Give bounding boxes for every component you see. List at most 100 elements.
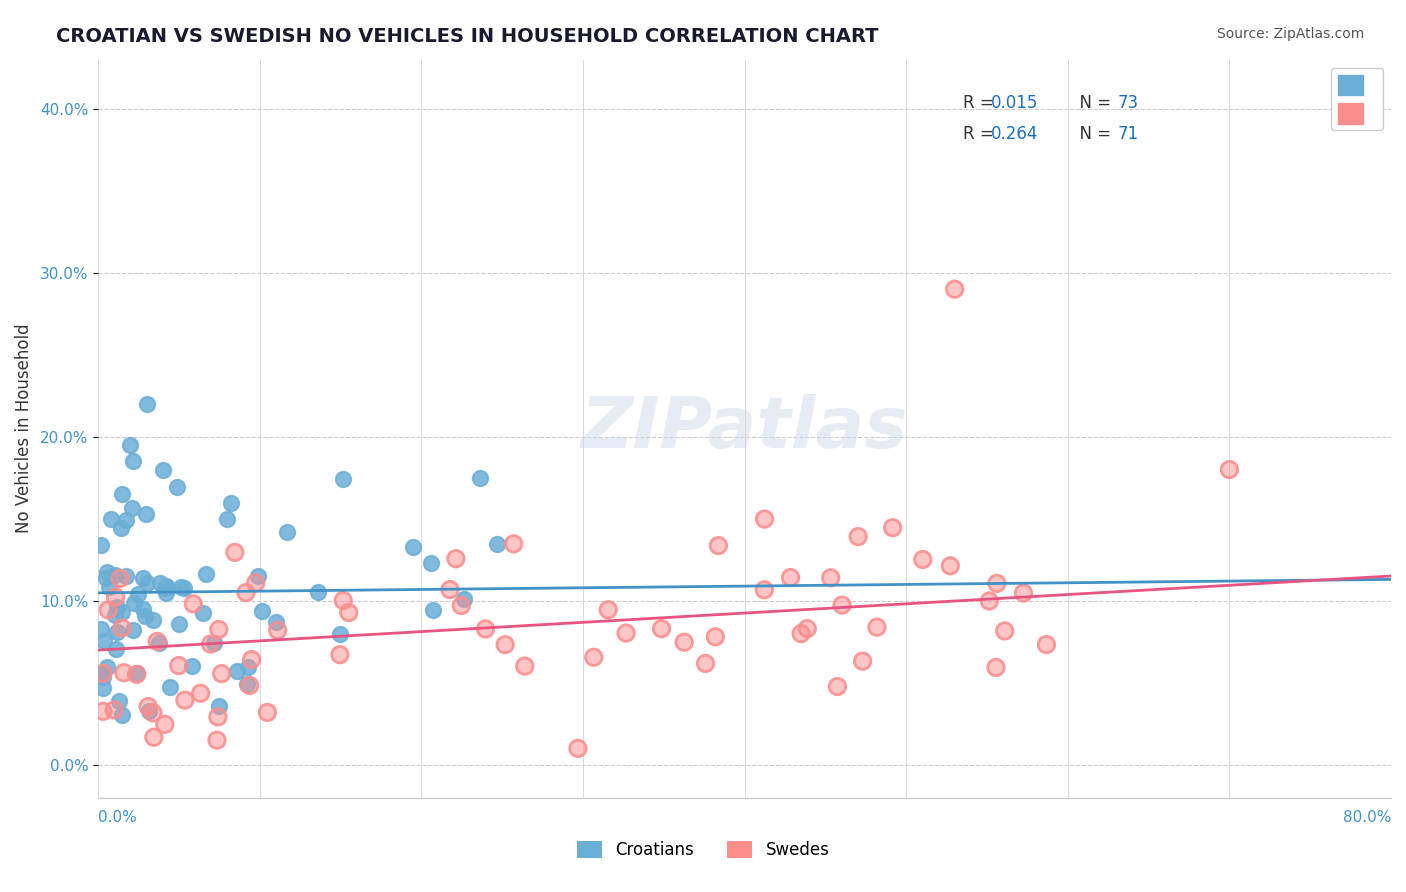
Swedes	[939, 558, 962, 573]
Swedes	[882, 521, 904, 535]
Swedes	[97, 603, 120, 617]
Legend: , : ,	[1331, 68, 1382, 130]
Point	[200, 637, 222, 651]
Point	[494, 638, 516, 652]
Point	[332, 593, 354, 607]
Point	[110, 571, 132, 585]
Croatians	[96, 565, 118, 579]
Croatians	[194, 567, 217, 582]
Croatians	[114, 513, 136, 527]
Croatians	[125, 666, 148, 681]
Point	[256, 706, 278, 720]
Swedes	[1218, 462, 1240, 476]
Croatians	[156, 580, 179, 594]
Swedes	[450, 599, 472, 613]
Point	[190, 686, 212, 700]
Point	[136, 699, 159, 714]
Swedes	[502, 537, 524, 551]
Point	[695, 657, 717, 671]
Swedes	[205, 733, 228, 747]
Swedes	[474, 622, 496, 636]
Croatians	[122, 623, 145, 637]
Swedes	[820, 571, 842, 585]
Point	[994, 624, 1017, 638]
Croatians	[155, 586, 177, 600]
Point	[704, 630, 727, 644]
Swedes	[831, 598, 853, 612]
Point	[439, 582, 461, 597]
Swedes	[266, 624, 288, 638]
Croatians	[104, 567, 127, 582]
Croatians	[276, 524, 298, 539]
Swedes	[337, 606, 360, 620]
Croatians	[166, 480, 188, 494]
Croatians	[420, 556, 443, 570]
Point	[208, 623, 231, 637]
Swedes	[567, 741, 589, 756]
Point	[181, 597, 204, 611]
Croatians	[217, 512, 239, 526]
Croatians	[307, 585, 329, 599]
Point	[104, 590, 127, 604]
Swedes	[332, 593, 354, 607]
Croatians	[97, 580, 120, 594]
Text: CROATIAN VS SWEDISH NO VEHICLES IN HOUSEHOLD CORRELATION CHART: CROATIAN VS SWEDISH NO VEHICLES IN HOUSE…	[56, 27, 879, 45]
Croatians	[132, 602, 155, 616]
Croatians	[169, 617, 191, 632]
Croatians	[202, 635, 225, 649]
Swedes	[111, 621, 134, 635]
Point	[167, 658, 190, 673]
Point	[224, 545, 246, 559]
Text: 0.015: 0.015	[991, 94, 1039, 112]
Point	[779, 570, 801, 584]
Point	[111, 621, 134, 635]
Swedes	[986, 576, 1008, 591]
Swedes	[695, 657, 717, 671]
Swedes	[704, 630, 727, 644]
Croatians	[122, 454, 145, 468]
Swedes	[754, 582, 776, 597]
Swedes	[582, 650, 605, 665]
Point	[943, 282, 966, 296]
Swedes	[707, 539, 730, 553]
Croatians	[115, 569, 138, 583]
Croatians	[105, 600, 128, 615]
Croatians	[486, 537, 509, 551]
Swedes	[142, 706, 165, 720]
Point	[235, 585, 257, 599]
Swedes	[91, 704, 114, 718]
Swedes	[211, 666, 233, 681]
Swedes	[790, 626, 813, 640]
Swedes	[979, 594, 1001, 608]
Point	[142, 730, 165, 744]
Swedes	[598, 603, 620, 617]
Swedes	[190, 686, 212, 700]
Point	[911, 552, 934, 566]
Croatians	[90, 538, 112, 552]
Text: 73: 73	[1118, 94, 1139, 112]
Point	[754, 582, 776, 597]
Croatians	[134, 609, 156, 624]
Croatians	[250, 604, 273, 618]
Croatians	[236, 660, 259, 674]
Croatians	[170, 580, 193, 594]
Swedes	[104, 590, 127, 604]
Swedes	[91, 666, 114, 681]
Swedes	[439, 582, 461, 597]
Point	[205, 733, 228, 747]
Swedes	[513, 659, 536, 673]
Swedes	[796, 622, 818, 636]
Croatians	[226, 664, 249, 678]
Croatians	[100, 512, 122, 526]
Swedes	[614, 626, 637, 640]
Croatians	[219, 496, 242, 510]
Croatians	[90, 666, 112, 681]
Point	[329, 648, 352, 662]
Point	[103, 703, 125, 717]
Point	[984, 660, 1007, 674]
Swedes	[779, 570, 801, 584]
Point	[979, 594, 1001, 608]
Swedes	[444, 551, 467, 566]
Text: 71: 71	[1118, 125, 1139, 143]
Swedes	[984, 660, 1007, 674]
